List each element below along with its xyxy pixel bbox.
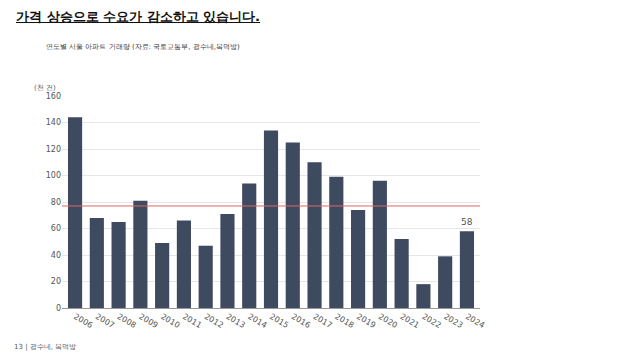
- svg-text:2018: 2018: [333, 312, 355, 330]
- svg-text:2007: 2007: [94, 312, 116, 330]
- html-text:연도별 서울 아파트 거래량 (자료: 국토교통부, 광수네: 연도별 서울 아파트 거래량 (자료: 국토교통부, 광수네,복덕방): [46, 43, 240, 51]
- html-text:13 | 광수네, 복덕방: 13 | 광수네, 복덕방: [14, 343, 77, 351]
- svg-text:2021: 2021: [399, 312, 421, 330]
- svg-text:2023: 2023: [442, 312, 464, 330]
- svg-text:60: 60: [51, 224, 61, 233]
- svg-text:2016: 2016: [290, 312, 312, 330]
- svg-text:(천 건): (천 건): [34, 84, 56, 92]
- svg-text:140: 140: [46, 118, 61, 127]
- svg-text:2009: 2009: [137, 312, 159, 330]
- svg-text:2020: 2020: [377, 312, 399, 330]
- svg-text:160: 160: [46, 92, 61, 101]
- svg-text:0: 0: [56, 304, 61, 313]
- svg-text:80: 80: [51, 198, 61, 207]
- svg-text:100: 100: [46, 171, 61, 180]
- svg-text:2011: 2011: [181, 312, 203, 330]
- svg-text:58: 58: [461, 217, 473, 227]
- svg-text:20: 20: [51, 277, 61, 286]
- html-text:가격 상승으로 수요가 감소하고 있습니다.: 가격 상승으로 수요가 감소하고 있습니다.: [16, 9, 260, 24]
- svg-text:2024: 2024: [464, 312, 486, 330]
- svg-text:2013: 2013: [224, 312, 246, 330]
- svg-text:2022: 2022: [420, 312, 442, 330]
- svg-text:2017: 2017: [312, 312, 334, 330]
- svg-text:2008: 2008: [116, 312, 138, 330]
- svg-text:2012: 2012: [203, 312, 225, 330]
- svg-text:2010: 2010: [159, 312, 181, 330]
- svg-text:2014: 2014: [246, 312, 268, 330]
- svg-text:120: 120: [46, 145, 61, 154]
- svg-text:2006: 2006: [72, 312, 94, 330]
- svg-text:2019: 2019: [355, 312, 377, 330]
- svg-text:40: 40: [51, 251, 61, 260]
- svg-text:2015: 2015: [268, 312, 290, 330]
